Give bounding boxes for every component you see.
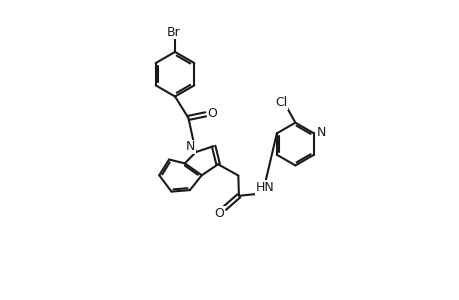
Text: Br: Br	[166, 26, 180, 38]
Text: O: O	[214, 207, 224, 220]
Text: N: N	[185, 140, 195, 153]
Text: HN: HN	[255, 181, 274, 194]
Text: Cl: Cl	[275, 96, 287, 109]
Text: N: N	[316, 126, 325, 139]
Text: O: O	[207, 107, 217, 120]
